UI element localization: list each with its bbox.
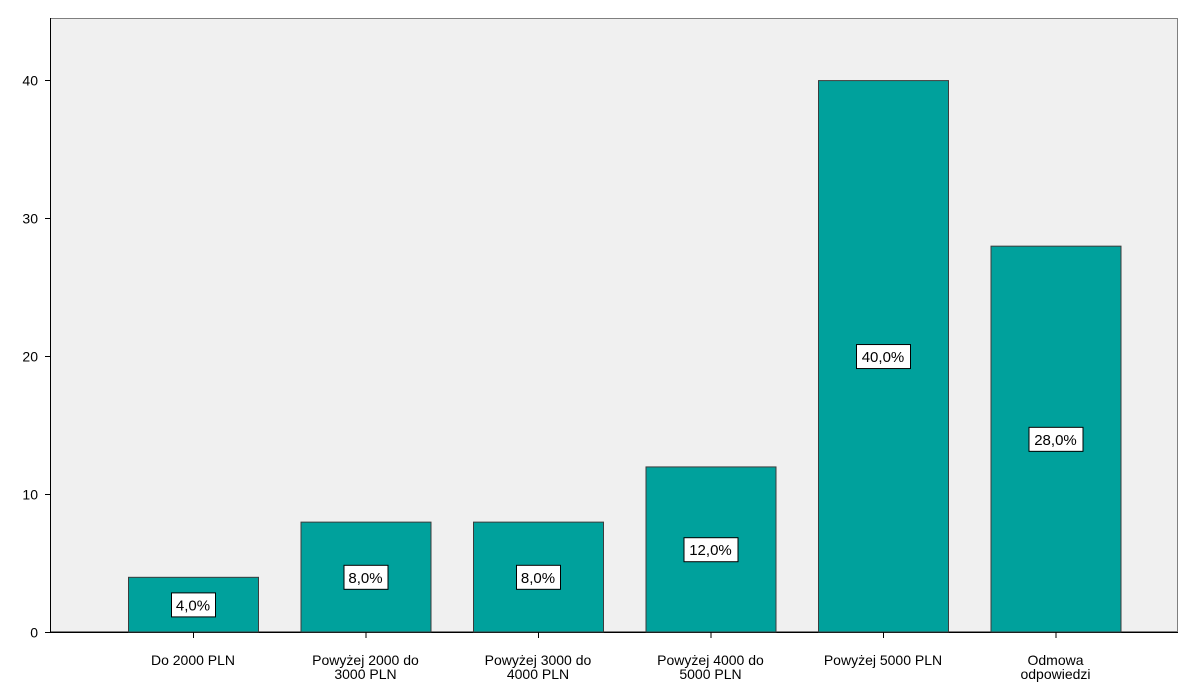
data-label-2: 8,0% [521, 570, 555, 587]
x-tick-label-2: Powyżej 3000 do 4000 PLN [485, 652, 592, 682]
x-tick-label-line: Powyżej 2000 do [312, 652, 419, 668]
x-tick-label-line: Powyżej 3000 do [485, 652, 592, 668]
y-tick-label-40: 40 [22, 73, 38, 89]
x-tick-label-line: Do 2000 PLN [151, 652, 235, 668]
x-tick-label-5: Odmowa odpowiedzi [1020, 652, 1090, 682]
x-tick-label-4: Powyżej 5000 PLN [824, 652, 942, 668]
x-tick-label-0: Do 2000 PLN [151, 652, 235, 668]
data-label-box-3 [683, 537, 739, 563]
data-label-box-4 [856, 344, 911, 370]
x-tick-label-line: 4000 PLN [507, 666, 569, 682]
data-label-0: 4,0% [176, 597, 210, 614]
x-tick-label-line: Odmowa [1027, 652, 1083, 668]
data-label-box-5 [1028, 426, 1084, 452]
data-label-5: 28,0% [1034, 432, 1077, 449]
y-tick-label-30: 30 [22, 211, 38, 227]
data-label-3: 12,0% [689, 542, 732, 559]
plot-area [50, 18, 1178, 632]
x-tick-label-line: Powyżej 5000 PLN [824, 652, 942, 668]
data-label-box-0 [171, 592, 216, 618]
y-tick-label-10: 10 [22, 487, 38, 503]
data-label-1: 8,0% [348, 570, 382, 587]
x-tick-label-line: odpowiedzi [1020, 666, 1090, 682]
x-tick-label-line: 5000 PLN [679, 666, 741, 682]
x-tick-label-3: Powyżej 4000 do 5000 PLN [657, 652, 764, 682]
x-tick-label-line: 3000 PLN [334, 666, 396, 682]
data-label-box-2 [516, 564, 561, 590]
x-tick-label-line: Powyżej 4000 do [657, 652, 764, 668]
data-label-4: 40,0% [862, 349, 905, 366]
x-tick-label-1: Powyżej 2000 do 3000 PLN [312, 652, 419, 682]
data-label-box-1 [343, 564, 389, 590]
y-tick-label-20: 20 [22, 349, 38, 365]
y-tick-label-0: 0 [30, 625, 38, 641]
